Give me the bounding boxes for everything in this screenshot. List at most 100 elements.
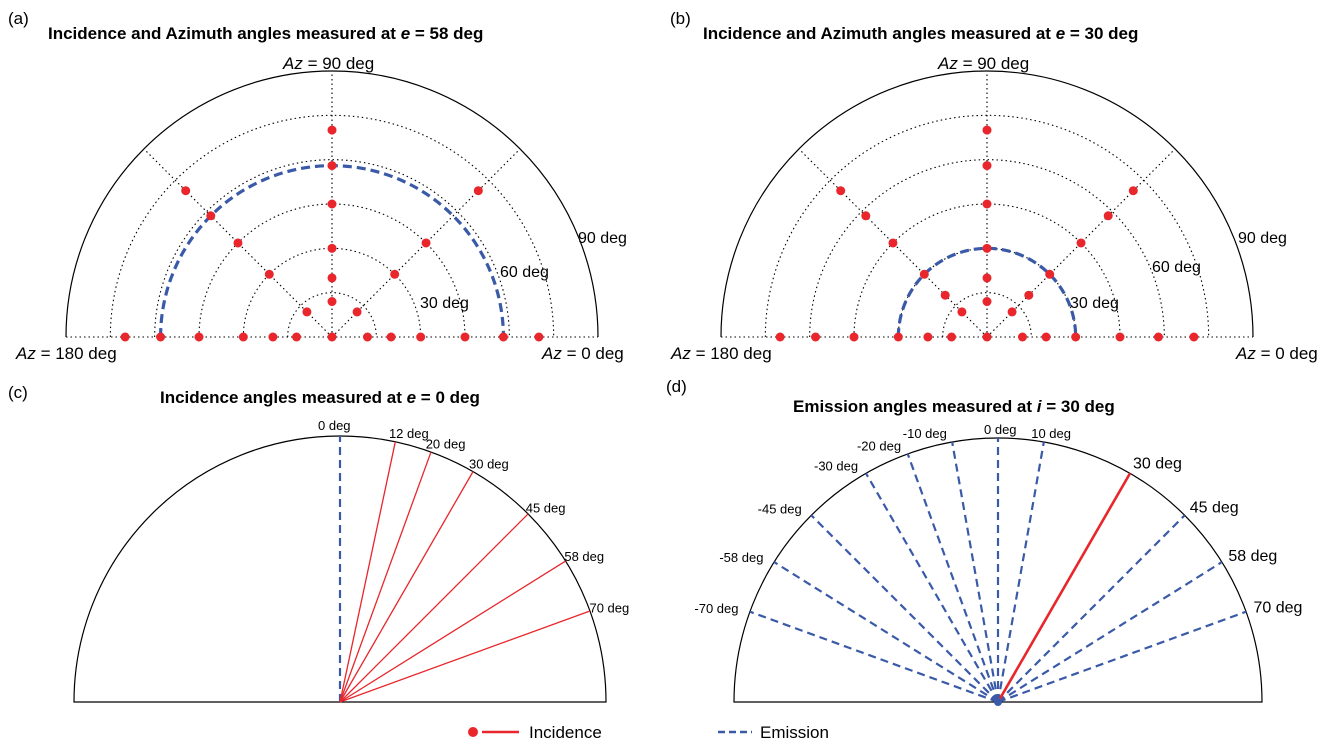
emission-line bbox=[997, 514, 1186, 703]
panel-d-letter: (d) bbox=[666, 377, 687, 396]
data-point bbox=[327, 199, 337, 209]
panel-b-title-var: e bbox=[1056, 24, 1065, 43]
data-point bbox=[386, 332, 396, 342]
data-point bbox=[1017, 332, 1027, 342]
incidence-angle-label: 12 deg bbox=[389, 426, 429, 441]
panel-a-ring-label-30: 30 deg bbox=[420, 295, 469, 312]
incidence-angle-label: 45 deg bbox=[526, 500, 566, 515]
emission-line bbox=[951, 441, 1000, 703]
panel-b: (b) Incidence and Azimuth angles measure… bbox=[670, 9, 1318, 363]
data-point bbox=[120, 332, 130, 342]
emission-line bbox=[996, 441, 1045, 703]
data-point bbox=[390, 269, 400, 279]
data-point bbox=[1128, 186, 1138, 196]
data-point bbox=[460, 332, 470, 342]
panel-a-polar-plot bbox=[65, 70, 599, 342]
panel-b-title-eq: = bbox=[1065, 24, 1084, 43]
emission-line bbox=[810, 514, 999, 703]
data-point bbox=[327, 243, 337, 253]
data-point bbox=[327, 161, 337, 171]
data-point bbox=[327, 273, 337, 283]
panel-b-title: Incidence and Azimuth angles measured at… bbox=[703, 24, 1138, 43]
emission-angle-label: 10 deg bbox=[1031, 426, 1071, 441]
panel-a-az-left-label: Az = 180 deg bbox=[15, 344, 117, 363]
panel-b-az-left-label: Az = 180 deg bbox=[670, 344, 772, 363]
panel-b-title-text: Incidence and Azimuth angles measured at bbox=[703, 24, 1056, 43]
panel-a-title-eq: = bbox=[410, 24, 429, 43]
panel-a-title-var: e bbox=[401, 24, 410, 43]
emission-angle-label: -10 deg bbox=[903, 426, 947, 441]
panel-d-title-var: i bbox=[1037, 397, 1043, 416]
data-point bbox=[982, 332, 992, 342]
incidence-line bbox=[339, 471, 474, 703]
data-point bbox=[352, 307, 362, 317]
emission-angle-label: -70 deg bbox=[694, 601, 738, 616]
data-point bbox=[1153, 332, 1163, 342]
data-point bbox=[982, 297, 992, 307]
data-point bbox=[982, 161, 992, 171]
emission-ring bbox=[896, 246, 1078, 338]
emission-angle-label: 0 deg bbox=[984, 422, 1017, 437]
data-point bbox=[1045, 269, 1055, 279]
origin-dot bbox=[994, 698, 1002, 706]
data-point bbox=[947, 332, 957, 342]
panel-d-semicircle bbox=[733, 437, 1263, 703]
incidence-line bbox=[996, 472, 1132, 703]
panel-d: (d) Emission angles measured at i = 30 d… bbox=[666, 377, 1302, 706]
data-point bbox=[1076, 238, 1086, 248]
data-point bbox=[1007, 307, 1017, 317]
panel-d-title-value: 30 deg bbox=[1061, 397, 1115, 416]
grid-ring bbox=[198, 203, 466, 338]
panel-b-polar-plot bbox=[720, 70, 1254, 342]
emission-angle-label: 30 deg bbox=[1133, 456, 1182, 473]
legend: Incidence Emission bbox=[468, 723, 829, 742]
data-point bbox=[181, 186, 191, 196]
data-point bbox=[982, 199, 992, 209]
emission-line bbox=[906, 453, 1000, 703]
panel-b-ring-label-90: 90 deg bbox=[1238, 230, 1287, 247]
data-point bbox=[982, 273, 992, 283]
grid-ring bbox=[897, 247, 1077, 338]
data-point bbox=[194, 332, 204, 342]
panel-d-title-text: Emission angles measured at bbox=[793, 397, 1037, 416]
legend-incidence-label: Incidence bbox=[529, 723, 602, 742]
data-point bbox=[1103, 211, 1113, 221]
emission-line bbox=[773, 561, 999, 703]
grid-spoke bbox=[798, 148, 988, 338]
incidence-line bbox=[339, 513, 529, 703]
data-point bbox=[1071, 332, 1081, 342]
panel-c: (c) Incidence angles measured at e = 0 d… bbox=[8, 383, 629, 703]
panel-a-az-top-label: Az = 90 deg bbox=[282, 54, 374, 73]
data-point bbox=[327, 332, 337, 342]
data-point bbox=[957, 307, 967, 317]
data-point bbox=[888, 238, 898, 248]
emission-angle-label: 58 deg bbox=[1228, 548, 1277, 565]
legend-incidence-dot bbox=[468, 727, 478, 737]
incidence-angle-label: 30 deg bbox=[469, 457, 509, 472]
panel-b-letter: (b) bbox=[670, 9, 691, 28]
data-point bbox=[1041, 332, 1051, 342]
data-point bbox=[238, 332, 248, 342]
panel-a-title-value: 58 deg bbox=[430, 24, 484, 43]
panel-c-title-value: 0 deg bbox=[435, 388, 479, 407]
data-point bbox=[327, 297, 337, 307]
data-point bbox=[836, 186, 846, 196]
emission-line bbox=[997, 610, 1247, 704]
emission-angle-label: 70 deg bbox=[1253, 599, 1302, 616]
data-point bbox=[268, 332, 278, 342]
outer-arc bbox=[720, 70, 1254, 338]
panel-c-title-var: e bbox=[407, 388, 416, 407]
grid-spoke bbox=[986, 148, 1176, 338]
data-point bbox=[893, 332, 903, 342]
incidence-angle-label: 70 deg bbox=[589, 600, 629, 615]
panel-a-az-right-label: Az = 0 deg bbox=[541, 344, 624, 363]
panel-c-semicircle bbox=[73, 435, 607, 703]
emission-angle-label: 0 deg bbox=[318, 418, 351, 433]
panel-b-az-right-label: Az = 0 deg bbox=[1235, 344, 1318, 363]
data-point bbox=[923, 332, 933, 342]
panel-a: (a) Incidence and Azimuth angles measure… bbox=[8, 9, 627, 363]
emission-angle-label: -45 deg bbox=[758, 502, 802, 517]
data-point bbox=[416, 332, 426, 342]
grid-ring bbox=[154, 159, 510, 338]
